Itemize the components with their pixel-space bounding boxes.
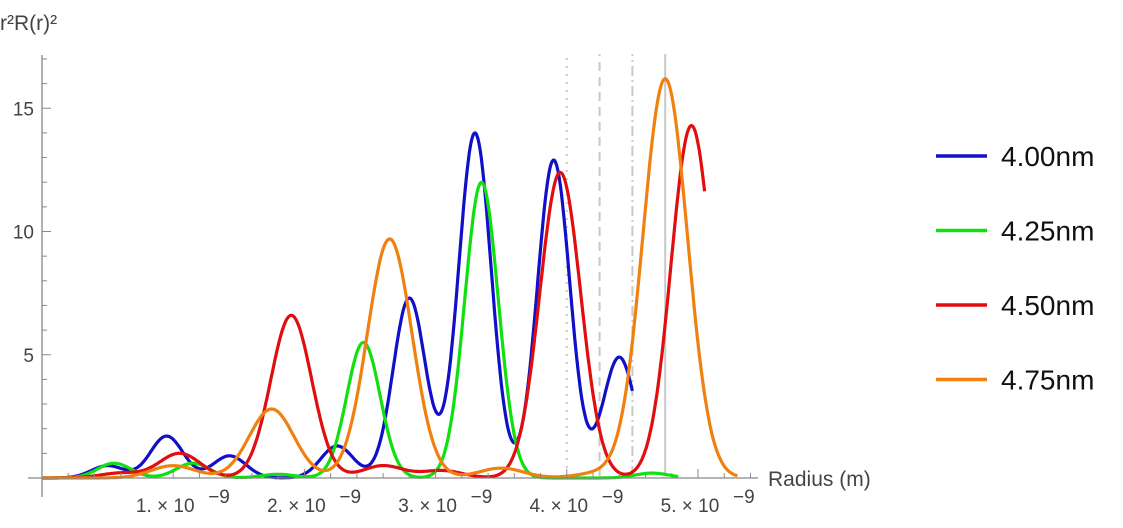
x-tick-exponent-4: −9 xyxy=(602,487,624,508)
series-line-2 xyxy=(41,180,679,480)
legend-label-4: 4.75nm xyxy=(1001,365,1094,396)
x-tick-exponent-3: −9 xyxy=(471,487,493,508)
series-line-4 xyxy=(41,77,738,480)
x-tick-label-3: 3. × 10 xyxy=(398,496,457,517)
x-tick-label-1: 1. × 10 xyxy=(136,496,195,517)
x-tick-exponent-1: −9 xyxy=(208,487,230,508)
x-tick-label-4: 4. × 10 xyxy=(529,496,588,517)
y-tick-label-15: 15 xyxy=(13,99,34,120)
legend: 4.00nm 4.25nm 4.50nm 4.75nm xyxy=(936,141,1094,396)
x-tick-label-5: 5. × 10 xyxy=(661,496,720,517)
x-tick-exponent-2: −9 xyxy=(339,487,361,508)
series-line-1 xyxy=(41,131,634,480)
y-tick-label-5: 5 xyxy=(23,346,34,367)
legend-label-3: 4.50nm xyxy=(1001,290,1094,321)
y-tick-label-10: 10 xyxy=(13,223,34,244)
series-curves xyxy=(41,77,738,480)
y-axis-title: r²R(r)² xyxy=(0,12,57,35)
x-axis-title: Radius (m) xyxy=(768,468,871,491)
legend-label-2: 4.25nm xyxy=(1001,216,1094,247)
x-tick-exponent-5: −9 xyxy=(733,487,755,508)
legend-label-1: 4.00nm xyxy=(1001,141,1094,172)
series-line-3 xyxy=(41,123,707,480)
x-tick-label-2: 2. × 10 xyxy=(267,496,326,517)
reference-lines xyxy=(565,54,667,476)
